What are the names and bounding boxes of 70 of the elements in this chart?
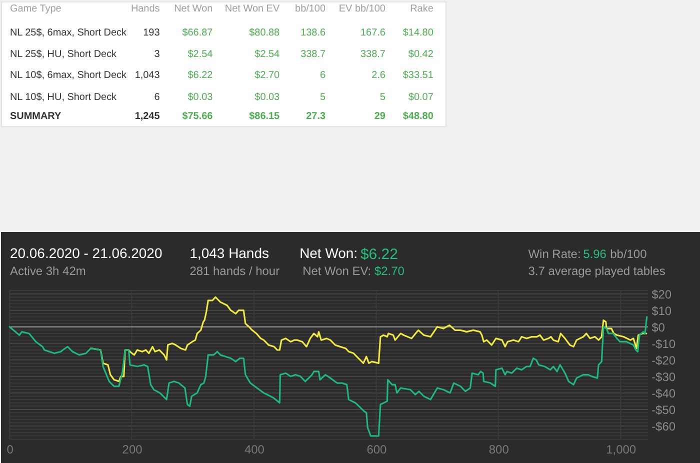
- text: $75.66: [182, 111, 213, 122]
- text: 3.7 average played tables: [528, 264, 666, 278]
- text: $2.54: [188, 48, 213, 60]
- x-tick-label: 600: [366, 442, 387, 457]
- category-label: bb/100: [295, 3, 326, 14]
- category-label: Net Won: [174, 3, 213, 14]
- y-tick-label: -$10: [652, 336, 676, 351]
- text: $48.80: [402, 111, 434, 122]
- y-tick-label: $0: [652, 320, 666, 334]
- text: 1,043: [134, 70, 160, 82]
- x-tick-label: 1,000: [606, 442, 636, 457]
- text: 193: [143, 27, 160, 38]
- text: 5: [320, 92, 326, 104]
- y-tick-label: $10: [652, 304, 672, 318]
- text: $0.07: [408, 92, 434, 104]
- chart-subtitle: Active 3h 42m: [10, 264, 86, 278]
- text: 281 hands / hour: [190, 264, 280, 278]
- text: 167.6: [360, 27, 386, 38]
- y-tick-label: -$20: [652, 353, 676, 368]
- text: $86.15: [249, 111, 280, 122]
- text: 29: [374, 111, 386, 122]
- text: $66.87: [182, 27, 213, 38]
- text: $2.54: [254, 48, 280, 60]
- text: 2.6: [372, 70, 386, 82]
- text: Win Rate:: [528, 246, 581, 261]
- category-label: Net Won EV: [224, 3, 280, 14]
- text: 1,245: [134, 111, 160, 122]
- text: Net Won:: [300, 244, 358, 261]
- text: $2.70: [254, 70, 280, 82]
- category-label: EV bb/100: [338, 3, 386, 14]
- y-tick-label: -$50: [652, 402, 676, 417]
- text: $0.42: [408, 48, 434, 60]
- text: NL 25$, HU, Short Deck: [10, 48, 117, 60]
- y-tick-label: -$30: [652, 370, 676, 384]
- y-tick-label: -$60: [652, 419, 676, 434]
- text: 338.7: [360, 48, 386, 60]
- x-tick-label: 0: [6, 442, 14, 457]
- text: $6.22: [360, 246, 398, 263]
- text: 3: [154, 48, 160, 60]
- text: NL 10$, 6max, Short Deck: [10, 70, 127, 82]
- text: 27.3: [306, 111, 326, 122]
- text: NL 10$, HU, Short Deck: [10, 92, 117, 104]
- line-series: [8, 316, 648, 437]
- text: SUMMARY: [10, 111, 62, 122]
- category-label: Rake: [410, 3, 434, 14]
- text: 338.7: [300, 48, 326, 60]
- text: bb/100: [610, 246, 648, 261]
- text: 138.6: [300, 27, 326, 38]
- text: 5: [380, 92, 386, 104]
- text: $0.03: [188, 92, 213, 104]
- text: $33.51: [402, 70, 434, 82]
- x-tick-label: 400: [244, 442, 265, 457]
- text: $0.03: [254, 92, 280, 104]
- text: $6.22: [188, 70, 213, 82]
- text: 6: [320, 70, 326, 82]
- y-tick-label: $20: [652, 287, 672, 302]
- text: 1,043 Hands: [190, 244, 269, 261]
- category-label: Hands: [130, 3, 160, 14]
- text: $14.80: [402, 27, 434, 38]
- category-label: Game Type: [10, 3, 62, 14]
- y-tick-label: -$40: [652, 386, 676, 400]
- text: 6: [154, 92, 160, 104]
- text: $80.88: [249, 27, 280, 38]
- text: Net Won EV:: [302, 264, 372, 278]
- text: $2.70: [374, 264, 405, 278]
- x-tick-label: 800: [488, 442, 510, 457]
- x-tick-label: 200: [122, 442, 143, 457]
- text: NL 25$, 6max, Short Deck: [10, 27, 127, 38]
- chart-title: 20.06.2020 - 21.06.2020: [10, 244, 162, 261]
- text: 5.96: [583, 246, 607, 261]
